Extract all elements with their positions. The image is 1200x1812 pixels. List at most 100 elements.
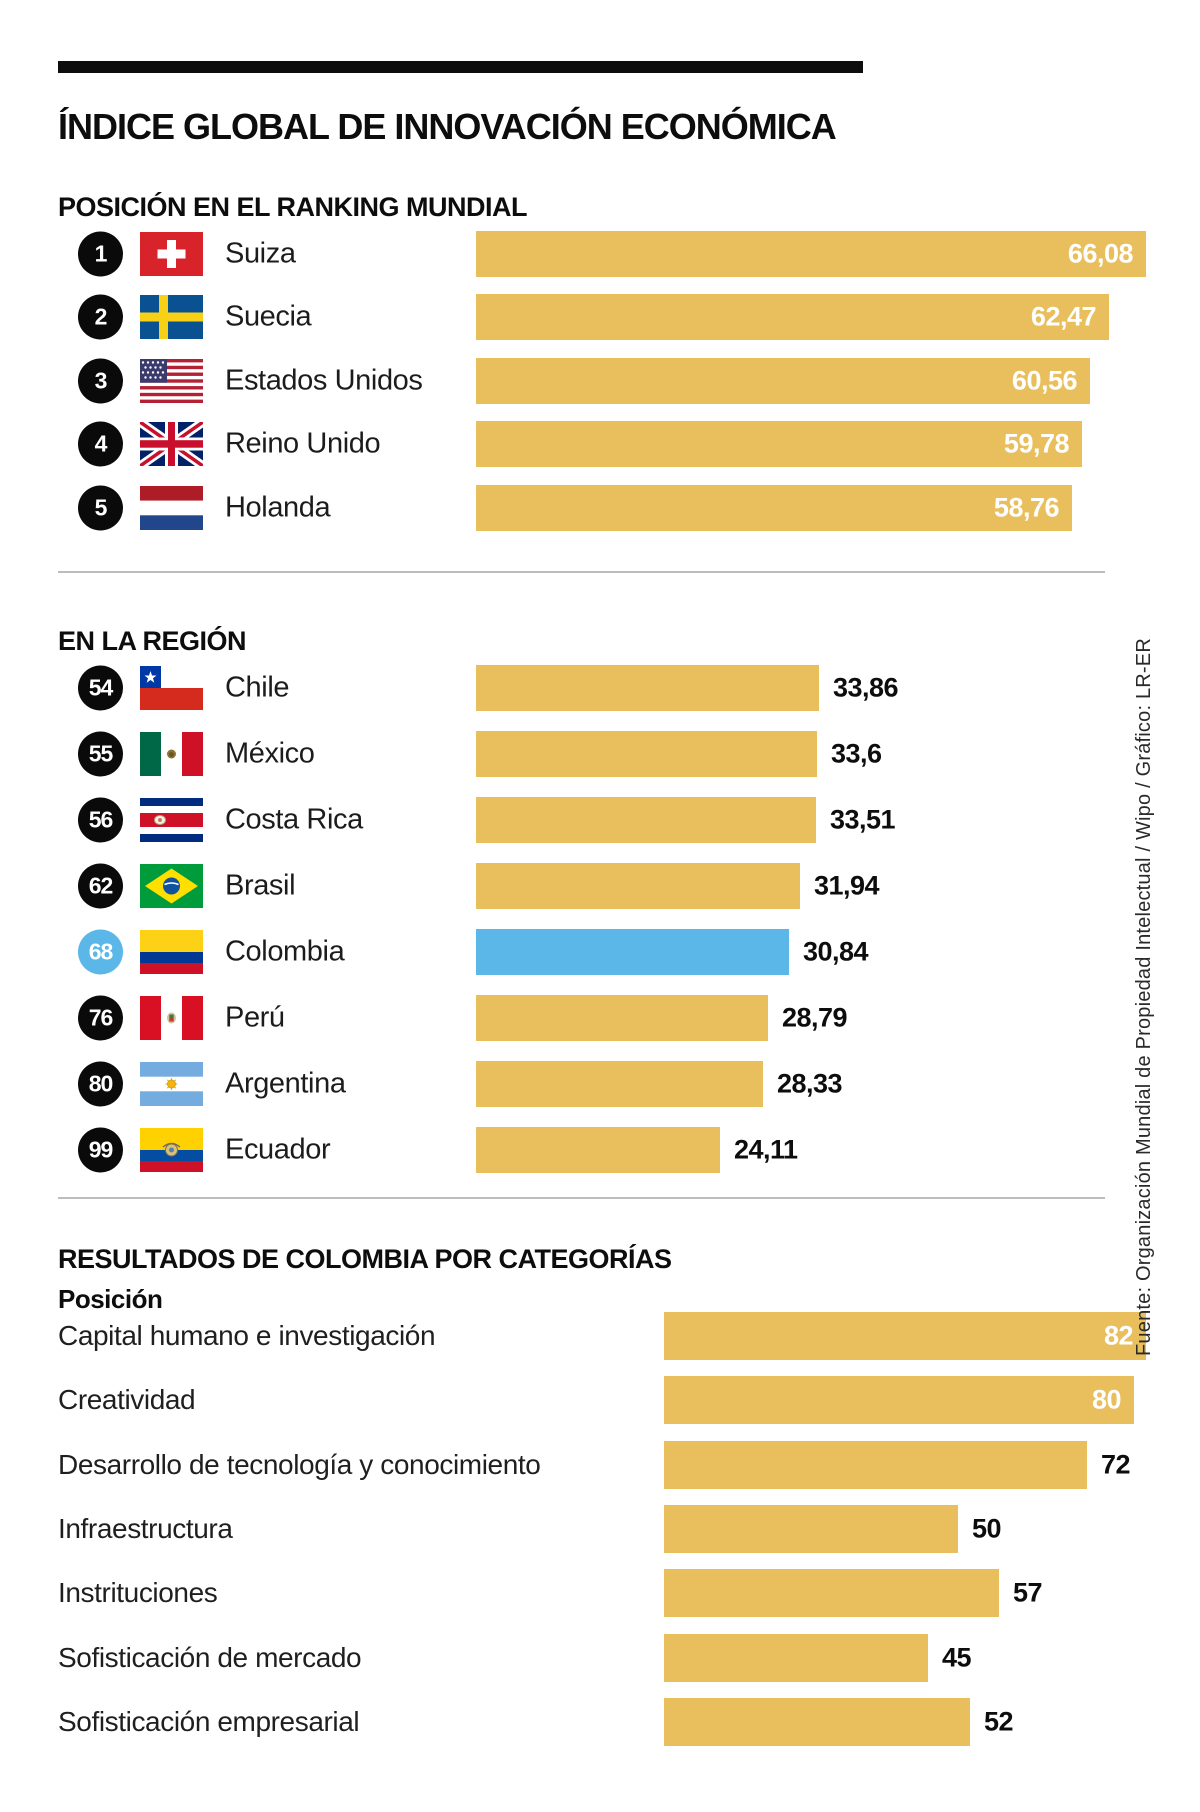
categories-heading: RESULTADOS DE COLOMBIA POR CATEGORÍAS [58, 1244, 672, 1275]
region-heading: EN LA REGIÓN [58, 626, 247, 657]
rank-badge: 99 [78, 1127, 123, 1173]
category-row: Instrituciones 57 [0, 1561, 1200, 1625]
top-rule [58, 61, 863, 73]
ranking-row: 54 Chile 33,86 [0, 655, 1200, 721]
page-title: ÍNDICE GLOBAL DE INNOVACIÓN ECONÓMICA [58, 106, 837, 148]
value-bar [664, 1505, 958, 1554]
value-bar [664, 1569, 999, 1618]
chile-flag-icon [140, 666, 203, 710]
value-label: 57 [1013, 1577, 1043, 1608]
ranking-row: 56 Costa Rica 33,51 [0, 787, 1200, 853]
value-bar: 58,76 [476, 484, 1072, 531]
category-label: Infraestructura [58, 1513, 233, 1545]
category-label: Sofisticación de mercado [58, 1641, 362, 1673]
reino_unido-flag-icon [140, 422, 203, 467]
value-label: 45 [942, 1642, 972, 1673]
value-label: 33,86 [833, 672, 899, 703]
colombia-flag-icon [140, 930, 203, 974]
rank-badge: 3 [78, 358, 123, 404]
suecia-flag-icon [140, 295, 203, 340]
rank-badge: 1 [78, 231, 123, 277]
value-label: 60,56 [1011, 365, 1078, 396]
ranking-row: 62 Brasil 31,94 [0, 853, 1200, 919]
region-section: 54 Chile 33,86 55 México 33,6 56 Costa Rica 33,5… [0, 655, 1200, 1183]
value-label: 72 [1101, 1449, 1131, 1480]
mexico-flag-icon [140, 732, 203, 776]
ranking-row: 5 Holanda 58,76 [0, 476, 1200, 540]
categories-section: Capital humano e investigación 82 Creativi… [0, 1304, 1200, 1754]
category-label: Sofisticación empresarial [58, 1705, 360, 1737]
value-label: 28,79 [782, 1002, 848, 1033]
world-ranking-heading: POSICIÓN EN EL RANKING MUNDIAL [58, 192, 528, 223]
country-label: Reino Unido [225, 427, 381, 460]
rank-badge: 5 [78, 485, 123, 531]
value-label: 66,08 [1067, 238, 1134, 269]
ranking-row: 99 Ecuador 24,11 [0, 1117, 1200, 1183]
ranking-row: 1 Suiza 66,08 [0, 222, 1200, 286]
country-label: Argentina [225, 1067, 346, 1100]
brasil-flag-icon [140, 864, 203, 908]
source-note: Fuente: Organización Mundial de Propieda… [1133, 638, 1155, 1356]
value-label: 31,94 [814, 870, 880, 901]
value-label: 52 [984, 1706, 1014, 1737]
ranking-row: 3 Estados Unidos 60,56 [0, 349, 1200, 413]
country-label: Suecia [225, 300, 312, 333]
value-bar [476, 1127, 720, 1173]
world-ranking-section: 1 Suiza 66,08 2 Suecia 62,47 3 Estados Unidos 60… [0, 222, 1200, 540]
ranking-row: 76 Perú 28,79 [0, 985, 1200, 1051]
value-bar [476, 731, 817, 777]
rank-badge: 56 [78, 797, 123, 843]
country-label: Estados Unidos [225, 364, 423, 397]
category-label: Desarrollo de tecnología y conocimiento [58, 1448, 541, 1480]
rank-badge: 62 [78, 863, 123, 909]
rank-badge: 54 [78, 665, 123, 711]
argentina-flag-icon [140, 1062, 203, 1106]
value-label: 80 [1091, 1384, 1122, 1415]
country-label: México [225, 737, 315, 770]
category-row: Sofisticación empresarial 52 [0, 1690, 1200, 1754]
country-label: Ecuador [225, 1133, 331, 1166]
country-label: Perú [225, 1001, 285, 1034]
value-bar [664, 1440, 1087, 1489]
value-label: 59,78 [1003, 428, 1070, 459]
value-bar: 80 [664, 1376, 1134, 1425]
rank-badge: 55 [78, 731, 123, 777]
value-label: 33,6 [831, 738, 882, 769]
peru-flag-icon [140, 996, 203, 1040]
ranking-row: 4 Reino Unido 59,78 [0, 413, 1200, 477]
country-label: Costa Rica [225, 803, 363, 836]
country-label: Chile [225, 671, 290, 704]
category-row: Capital humano e investigación 82 [0, 1304, 1200, 1368]
value-label: 28,33 [777, 1068, 843, 1099]
costa_rica-flag-icon [140, 798, 203, 842]
value-label: 33,51 [830, 804, 896, 835]
categories-subheading: Posición [58, 1284, 163, 1314]
value-bar [664, 1633, 928, 1682]
rank-badge: 2 [78, 294, 123, 340]
ranking-row: 55 México 33,6 [0, 721, 1200, 787]
value-label: 82 [1103, 1320, 1134, 1351]
value-bar: 66,08 [476, 230, 1146, 277]
value-bar: 82 [664, 1312, 1146, 1361]
rank-badge: 4 [78, 421, 123, 467]
value-bar: 62,47 [476, 294, 1109, 341]
category-label: Instrituciones [58, 1577, 218, 1609]
rank-badge: 80 [78, 1061, 123, 1107]
category-row: Infraestructura 50 [0, 1497, 1200, 1561]
country-label: Brasil [225, 869, 296, 902]
value-label: 50 [972, 1513, 1002, 1544]
category-row: Desarrollo de tecnología y conocimiento 7… [0, 1433, 1200, 1497]
value-bar [476, 863, 800, 909]
ranking-row: 68 Colombia 30,84 [0, 919, 1200, 985]
ranking-row: 80 Argentina 28,33 [0, 1051, 1200, 1117]
category-row: Creatividad 80 [0, 1368, 1200, 1432]
suiza-flag-icon [140, 231, 203, 276]
country-label: Holanda [225, 491, 331, 524]
section-divider [58, 1197, 1105, 1199]
value-bar [476, 995, 768, 1041]
holanda-flag-icon [140, 485, 203, 530]
ranking-row: 2 Suecia 62,47 [0, 286, 1200, 350]
country-label: Colombia [225, 935, 345, 968]
category-label: Capital humano e investigación [58, 1320, 436, 1352]
value-label: 30,84 [803, 936, 869, 967]
